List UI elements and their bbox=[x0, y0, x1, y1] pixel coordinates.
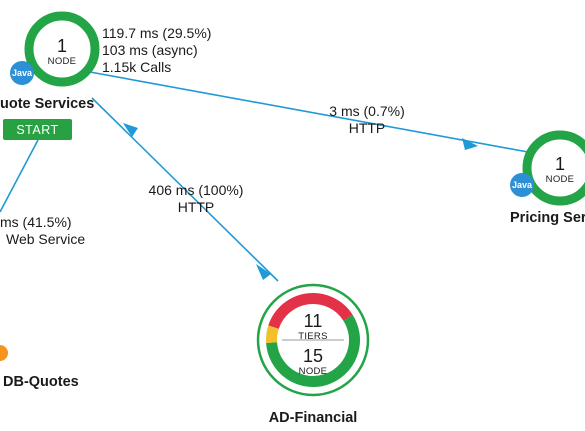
edge-protocol: HTTP bbox=[348, 120, 386, 136]
edge-protocol: HTTP bbox=[177, 199, 215, 215]
node-count-number: 1 bbox=[56, 36, 67, 56]
health-segment-red bbox=[268, 293, 353, 330]
edge-ad-financial-to-quote[interactable] bbox=[91, 97, 279, 282]
ad-financial-tiers: 11 TIERS bbox=[283, 311, 343, 342]
node-count-unit: NODE bbox=[298, 366, 328, 377]
quote-services-name[interactable]: uote Services bbox=[0, 96, 95, 112]
edge-protocol: Web Service bbox=[6, 231, 86, 247]
node-count-unit: NODE bbox=[47, 56, 77, 67]
tier-count-unit: TIERS bbox=[298, 331, 328, 342]
java-badge-icon: Java bbox=[10, 61, 34, 85]
health-ring bbox=[522, 130, 585, 206]
arrowhead bbox=[462, 138, 478, 150]
edge-ad-financial-label[interactable]: 406 ms (100%) HTTP bbox=[136, 182, 256, 216]
health-segments bbox=[266, 293, 360, 387]
ad-financial-name[interactable]: AD-Financial bbox=[268, 410, 358, 426]
quote-services-metrics: 119.7 ms (29.5%) 103 ms (async) 1.15k Ca… bbox=[102, 25, 211, 76]
db-quotes-name[interactable]: DB-Quotes bbox=[3, 374, 79, 390]
quote-services-node-count: 1 NODE bbox=[32, 36, 92, 67]
ad-financial-nodes: 15 NODE bbox=[283, 346, 343, 377]
metric-line: 103 ms (async) bbox=[102, 42, 198, 58]
edge-web-service-label[interactable]: ms (41.5%) Web Service bbox=[0, 214, 85, 248]
pricing-services-node-count: 1 NODE bbox=[530, 154, 585, 185]
node-count-unit: NODE bbox=[545, 174, 575, 185]
ad-financial-node-ring[interactable] bbox=[256, 283, 370, 397]
node-count-number: 15 bbox=[302, 346, 324, 366]
pricing-services-node-ring[interactable] bbox=[522, 130, 585, 206]
edge-quote-to-pricing[interactable] bbox=[89, 71, 529, 153]
pricing-services-name[interactable]: Pricing Serv bbox=[510, 210, 585, 226]
java-badge-icon: Java bbox=[510, 173, 534, 197]
edge-line[interactable] bbox=[0, 139, 39, 213]
health-segment-yellow bbox=[266, 325, 279, 343]
tier-count-number: 11 bbox=[303, 311, 323, 331]
edge-line[interactable] bbox=[89, 71, 529, 153]
arrowhead bbox=[123, 123, 138, 137]
edge-quote-to-db[interactable] bbox=[0, 139, 39, 213]
edge-metric: ms (41.5%) bbox=[0, 214, 72, 230]
edge-to-pricing-label[interactable]: 3 ms (0.7%) HTTP bbox=[317, 103, 417, 137]
metric-line: 119.7 ms (29.5%) bbox=[102, 25, 212, 41]
edge-line[interactable] bbox=[91, 97, 279, 282]
health-segment-green bbox=[266, 314, 360, 387]
edge-metric: 3 ms (0.7%) bbox=[329, 103, 405, 119]
quote-services-node-ring[interactable] bbox=[24, 11, 100, 87]
metric-line: 1.15k Calls bbox=[102, 59, 172, 75]
arrowhead bbox=[256, 264, 271, 280]
node-count-number: 1 bbox=[554, 154, 565, 174]
health-ring bbox=[24, 11, 100, 87]
db-quotes-icon[interactable] bbox=[0, 345, 8, 361]
start-badge: START bbox=[3, 119, 72, 140]
edge-metric: 406 ms (100%) bbox=[148, 182, 244, 198]
